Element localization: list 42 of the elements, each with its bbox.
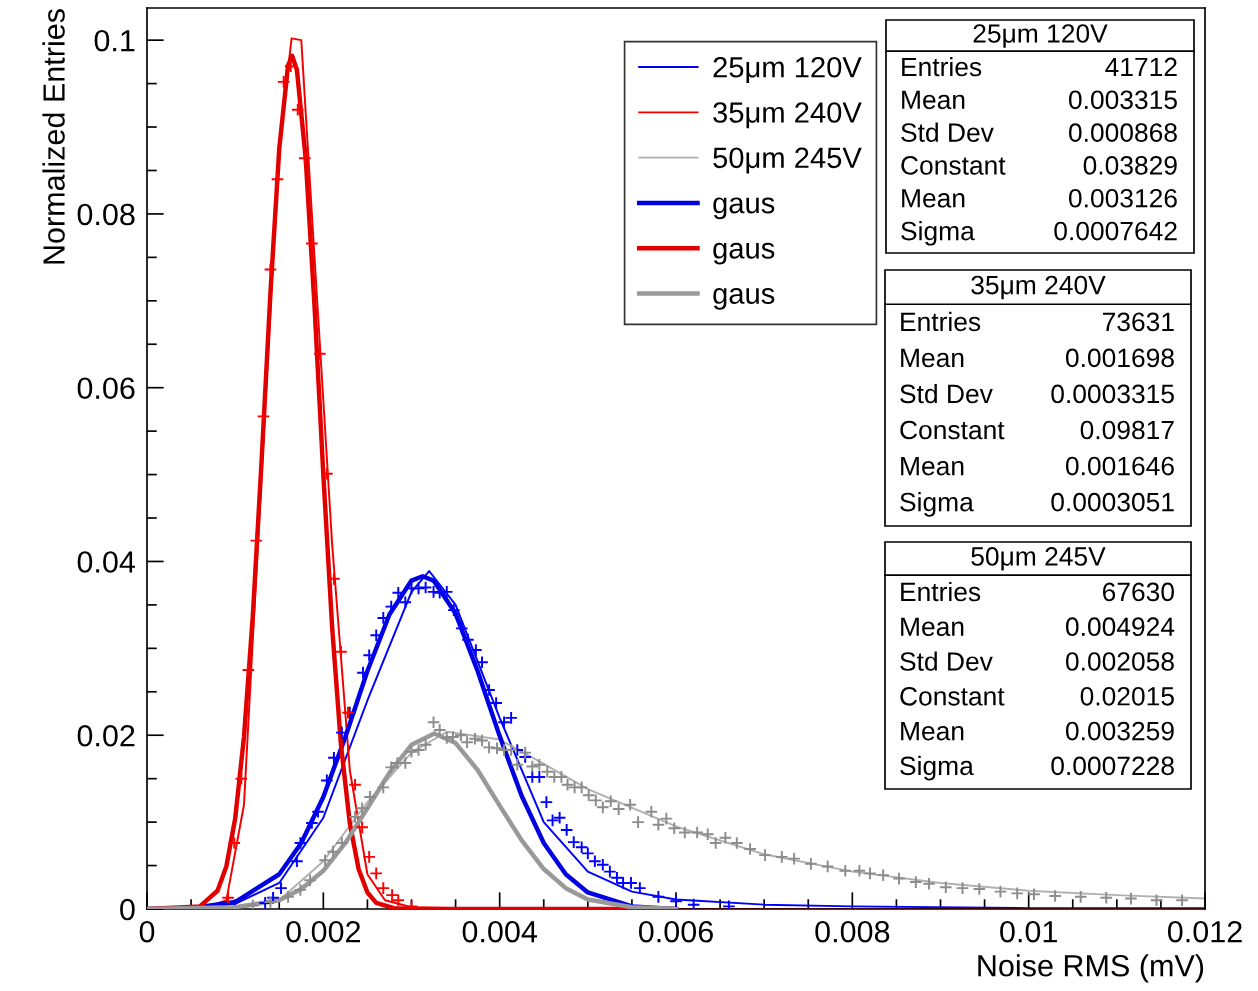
legend-label: 25μm 120V xyxy=(713,56,862,83)
text: Entries 41712 xyxy=(902,56,1177,77)
legend-label: gaus xyxy=(713,242,775,265)
y-tick-label: 0.08 xyxy=(77,203,135,226)
x-tick-label: 0.008 xyxy=(815,920,890,943)
legend-label: 35μm 240V xyxy=(713,102,862,129)
legend-label: gaus xyxy=(713,287,775,310)
text: Constant 0.09817 xyxy=(900,420,1174,440)
text: Mean 0.001646 xyxy=(901,456,1174,476)
annotation: 25μm 120V xyxy=(973,24,1108,48)
text: Sigma 0.0003051 xyxy=(900,492,1174,517)
annotation: 35μm 240V xyxy=(971,275,1106,300)
text: Entries 73631 xyxy=(901,311,1174,332)
y-axis-title: Normalized Entries xyxy=(42,9,65,264)
legend-label: 50μm 245V xyxy=(713,147,862,174)
legend-label: gaus xyxy=(713,197,775,220)
text: Constant 0.03829 xyxy=(901,156,1177,175)
x-tick-label: 0 xyxy=(139,920,155,943)
x-tick-label: 0.002 xyxy=(286,920,361,943)
y-tick-label: 0.1 xyxy=(94,29,135,52)
text: Mean 0.003126 xyxy=(902,188,1177,208)
text: Std Dev 0.000868 xyxy=(901,122,1177,142)
text: Mean 0.003259 xyxy=(901,721,1174,741)
text: Sigma 0.0007642 xyxy=(901,221,1177,246)
text: Entries 67630 xyxy=(901,581,1174,602)
x-tick-label: 0.012 xyxy=(1167,920,1242,943)
y-tick-label: 0.04 xyxy=(77,551,135,573)
y-tick-label: 0.06 xyxy=(77,377,135,400)
x-axis-title: Noise RMS (mV) xyxy=(978,954,1204,983)
text: Mean 0.003315 xyxy=(902,90,1177,110)
x-tick-label: 0.01 xyxy=(1000,920,1057,943)
text: Sigma 0.0007228 xyxy=(900,755,1174,781)
x-tick-label: 0.004 xyxy=(462,920,538,943)
y-tick-label: 0 xyxy=(120,898,135,921)
text: Std Dev 0.002058 xyxy=(900,651,1174,671)
annotation: 50μm 245V xyxy=(971,547,1106,571)
text: Std Dev 0.0003315 xyxy=(900,383,1174,404)
x-tick-label: 0.006 xyxy=(638,920,713,943)
text: Mean 0.004924 xyxy=(901,617,1175,637)
text: Constant 0.02015 xyxy=(900,686,1174,706)
y-tick-label: 0.02 xyxy=(77,724,135,747)
text: Mean 0.001698 xyxy=(901,348,1174,368)
